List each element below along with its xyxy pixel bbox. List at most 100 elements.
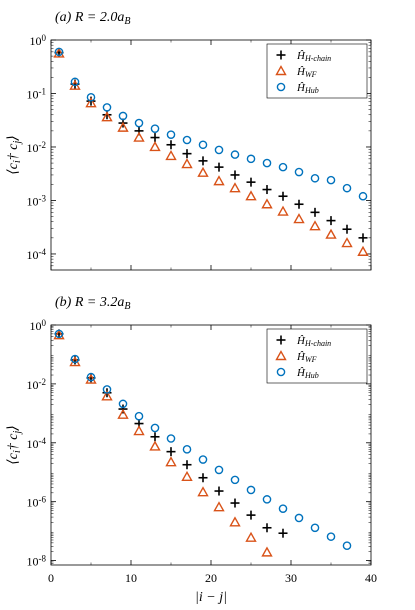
- data-point-circle: [326, 532, 336, 541]
- y-tick-labels: 100 10-1 10-2 10-3 10-4: [27, 33, 47, 262]
- data-point-triangle: [245, 190, 257, 201]
- data-point-plus: [262, 523, 272, 533]
- data-point-circle: [310, 523, 320, 533]
- data-point-circle: [182, 135, 192, 145]
- data-point-triangle: [85, 97, 97, 108]
- data-point-plus: [150, 432, 160, 442]
- data-point-triangle: [101, 390, 113, 401]
- y-tick-label: 10-2: [27, 140, 47, 155]
- legend-entry: ĤH-chain: [296, 335, 331, 348]
- data-point-circle: [262, 158, 272, 168]
- data-point-circle: [278, 504, 288, 513]
- data-point-plus: [358, 233, 368, 243]
- data-point-triangle: [197, 166, 209, 177]
- data-point-circle: [102, 103, 112, 112]
- data-point-circle: [278, 162, 288, 172]
- data-point-triangle: [149, 141, 161, 152]
- data-point-circle: [230, 150, 240, 159]
- data-point-triangle: [245, 531, 257, 542]
- data-point-plus: [230, 498, 240, 508]
- data-point-circle: [294, 167, 304, 177]
- data-point-triangle: [293, 213, 305, 224]
- y-tick-label: 100: [30, 318, 47, 333]
- data-point-plus: [198, 473, 208, 483]
- legend-entry: ĤWF: [296, 66, 317, 79]
- data-point-circle: [86, 372, 96, 382]
- data-point-plus: [182, 460, 192, 470]
- x-tick-label: 20: [205, 571, 217, 585]
- series-circle: [54, 329, 352, 551]
- data-point-plus: [166, 140, 176, 150]
- panel-title: (a) R = 2.0aB: [55, 10, 130, 27]
- legend: ĤH-chain ĤWF ĤHub: [266, 43, 368, 99]
- legend-entry: ĤH-chain: [296, 50, 331, 63]
- data-point-plus: [246, 177, 256, 187]
- legend-entry: ĤHub: [296, 82, 319, 95]
- data-point-triangle: [117, 408, 129, 419]
- data-point-triangle: [149, 440, 161, 451]
- data-point-circle: [342, 183, 352, 193]
- data-point-circle: [150, 423, 160, 433]
- y-tick-label: 10-8: [27, 554, 47, 569]
- data-point-circle: [54, 329, 64, 339]
- data-point-circle: [198, 455, 208, 464]
- panel-title: (b) R = 3.2aB: [55, 295, 130, 312]
- x-axis-label: |i − j|: [195, 590, 227, 605]
- data-point-plus: [246, 510, 256, 520]
- data-point-plus: [166, 447, 176, 457]
- data-point-triangle: [229, 182, 241, 193]
- data-point-triangle: [229, 516, 241, 527]
- data-point-plus: [214, 486, 224, 496]
- data-point-triangle: [133, 425, 145, 436]
- data-point-triangle: [181, 158, 193, 169]
- data-point-circle: [246, 485, 256, 495]
- data-point-plus: [342, 224, 352, 234]
- x-tick-label: 30: [285, 571, 297, 585]
- data-point-circle: [86, 92, 96, 102]
- data-point-triangle: [197, 486, 209, 497]
- data-point-triangle: [309, 220, 321, 231]
- data-point-triangle: [341, 237, 353, 248]
- data-point-circle: [166, 130, 176, 139]
- data-point-circle: [294, 513, 304, 523]
- x-tick-label: 10: [125, 571, 137, 585]
- data-point-triangle: [213, 501, 225, 512]
- y-tick-label: 10-1: [27, 87, 47, 102]
- data-point-circle: [182, 445, 192, 454]
- data-point-plus: [278, 528, 288, 538]
- data-point-triangle: [325, 228, 337, 239]
- data-point-triangle: [275, 350, 287, 361]
- series-triangle: [53, 329, 273, 557]
- data-point-triangle: [213, 175, 225, 186]
- data-point-plus: [278, 191, 288, 201]
- y-axis-label: ⟨ci† cj⟩: [6, 135, 23, 174]
- data-point-triangle: [165, 150, 177, 161]
- data-point-triangle: [53, 47, 65, 58]
- data-point-plus: [214, 162, 224, 172]
- chart-panel-a: (a) R = 2.0aB 100 10-1 10-2 10-3 10-4 ⟨ci† cj⟩…: [6, 10, 372, 271]
- data-point-triangle: [277, 205, 289, 216]
- data-point-circle: [102, 385, 112, 394]
- y-tick-label: 10-3: [27, 194, 47, 209]
- data-point-triangle: [85, 373, 97, 384]
- data-point-circle: [150, 124, 160, 133]
- data-point-triangle: [275, 65, 287, 76]
- data-point-circle: [70, 354, 80, 364]
- data-point-circle: [70, 77, 80, 87]
- data-point-plus: [198, 156, 208, 166]
- data-point-circle: [54, 47, 64, 57]
- data-point-plus: [182, 149, 192, 159]
- data-point-circle: [230, 475, 240, 485]
- data-point-triangle: [53, 329, 65, 340]
- data-point-plus: [276, 335, 286, 345]
- data-point-circle: [326, 175, 336, 185]
- data-point-circle: [214, 145, 224, 155]
- y-tick-label: 10-4: [27, 247, 47, 262]
- data-point-circle: [276, 367, 286, 377]
- y-tick-label: 10-4: [27, 436, 47, 451]
- x-tick-label: 40: [365, 571, 377, 585]
- data-point-circle: [276, 82, 286, 92]
- y-tick-labels: 100 10-2 10-4 10-6 10-8: [27, 318, 47, 568]
- data-point-circle: [246, 154, 256, 164]
- data-point-circle: [198, 140, 208, 150]
